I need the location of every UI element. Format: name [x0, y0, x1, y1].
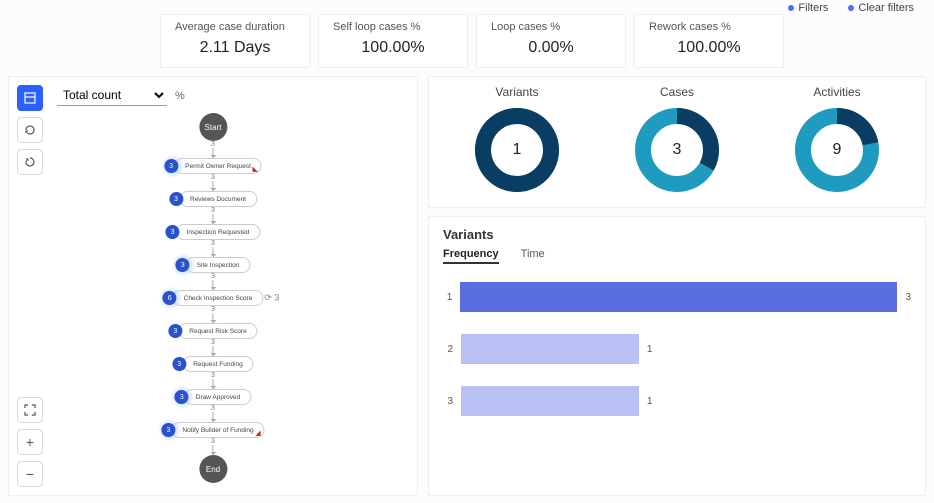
flow-start-node: Start: [199, 113, 227, 141]
process-map-panel: + − Total count % Start3 3 Permit Owner …: [8, 76, 418, 496]
variants-card: Variants Frequency Time 1 32 13 1: [428, 216, 926, 496]
variant-bar-row[interactable]: 3 1: [443, 386, 911, 416]
flow-edge: 3: [211, 273, 215, 290]
variant-index: 1: [443, 292, 452, 303]
metric-card: Rework cases % 100.00%: [634, 14, 784, 68]
metric-value: 100.00%: [333, 39, 453, 57]
map-view-button[interactable]: [17, 85, 43, 111]
metric-label: Loop cases %: [491, 21, 611, 33]
metric-dropdown[interactable]: Total count: [57, 85, 167, 106]
flow-end-node: End: [199, 455, 227, 483]
top-filter-bar: Filters Clear filters: [0, 0, 934, 14]
donut-title: Cases: [660, 85, 694, 99]
fullscreen-button[interactable]: [17, 397, 43, 423]
donut-value: 3: [634, 107, 720, 193]
percent-label: %: [175, 90, 185, 102]
variant-bar-row[interactable]: 2 1: [443, 334, 911, 364]
zoom-out-button[interactable]: −: [17, 461, 43, 487]
flow-edge: 3: [211, 141, 215, 158]
metric-card: Average case duration 2.11 Days: [160, 14, 310, 68]
activity-label: Notify Builder of Funding◢: [171, 422, 264, 438]
refresh-button[interactable]: [17, 117, 43, 143]
metric-card: Self loop cases % 100.00%: [318, 14, 468, 68]
metrics-row: Average case duration 2.11 Days Self loop …: [0, 14, 934, 76]
donut-chart[interactable]: 3: [634, 107, 720, 193]
variant-index: 2: [443, 344, 453, 355]
variant-value: 3: [905, 292, 911, 303]
variant-index: 3: [443, 396, 453, 407]
filters-link[interactable]: Filters: [788, 2, 828, 14]
flow-activity[interactable]: 3 Inspection Requested: [166, 224, 261, 240]
zoom-in-button[interactable]: +: [17, 429, 43, 455]
donut-title: Activities: [813, 85, 860, 99]
reset-button[interactable]: [17, 149, 43, 175]
metric-card: Loop cases % 0.00%: [476, 14, 626, 68]
variants-heading: Variants: [443, 227, 911, 242]
donut-value: 1: [474, 107, 560, 193]
variant-value: 1: [647, 396, 653, 407]
activity-count-badge: 3: [169, 192, 183, 206]
donut-value: 9: [794, 107, 880, 193]
tab-frequency[interactable]: Frequency: [443, 248, 499, 264]
donut-item: Activities 9: [794, 85, 880, 193]
activity-label: Reviews Document: [179, 191, 257, 207]
activity-count-badge: 3: [161, 423, 175, 437]
flow-edge: 3: [211, 240, 215, 257]
flow-edge: 3: [211, 405, 215, 422]
donut-item: Variants 1: [474, 85, 560, 193]
donut-chart[interactable]: 1: [474, 107, 560, 193]
flow-activity[interactable]: 3 Site Inspection: [176, 257, 251, 273]
activity-count-badge: 3: [168, 324, 182, 338]
metric-value: 100.00%: [649, 39, 769, 57]
flow-edge: 3: [211, 306, 215, 323]
activity-label: Inspection Requested: [176, 224, 261, 240]
flow-activity[interactable]: 3 Reviews Document: [169, 191, 257, 207]
metric-label: Average case duration: [175, 21, 295, 33]
flow-activity[interactable]: 3 Request Funding: [172, 356, 254, 372]
activity-count-badge: 3: [164, 159, 178, 173]
self-loop-icon: ⟳ 3: [264, 293, 279, 304]
flow-edge: 3: [211, 174, 215, 191]
flow-activity[interactable]: 3 Notify Builder of Funding◢: [161, 422, 264, 438]
donut-chart[interactable]: 9: [794, 107, 880, 193]
donut-item: Cases 3: [634, 85, 720, 193]
metric-label: Rework cases %: [649, 21, 769, 33]
activity-label: Request Funding: [182, 356, 254, 372]
activity-label: Check Inspection Score: [173, 290, 264, 306]
activity-label: Permit Owner Request◣: [174, 158, 262, 174]
flow-edge: 3: [211, 372, 215, 389]
metric-label: Self loop cases %: [333, 21, 453, 33]
variant-bar: [460, 282, 897, 312]
flow-activity[interactable]: 3 Draw Approved: [175, 389, 251, 405]
clear-filters-link[interactable]: Clear filters: [848, 2, 914, 14]
variant-bar: [461, 334, 639, 364]
flow-activity[interactable]: 3 Request Risk Score: [168, 323, 257, 339]
metric-value: 2.11 Days: [175, 39, 295, 57]
flow-activity[interactable]: 6 Check Inspection Score ⟳ 3: [163, 290, 264, 306]
variant-value: 1: [647, 344, 653, 355]
tab-time[interactable]: Time: [521, 248, 545, 264]
variant-bar-row[interactable]: 1 3: [443, 282, 911, 312]
activity-label: Request Risk Score: [178, 323, 257, 339]
flow-activity[interactable]: 3 Permit Owner Request◣: [164, 158, 262, 174]
summary-donut-card: Variants 1 Cases 3 Activities 9: [428, 76, 926, 208]
flow-edge: 3: [211, 207, 215, 224]
flow-edge: 3: [211, 339, 215, 356]
variant-bar: [461, 386, 639, 416]
donut-title: Variants: [495, 85, 538, 99]
flow-edge: 3: [211, 438, 215, 455]
activity-count-badge: 3: [172, 357, 186, 371]
metric-value: 0.00%: [491, 39, 611, 57]
